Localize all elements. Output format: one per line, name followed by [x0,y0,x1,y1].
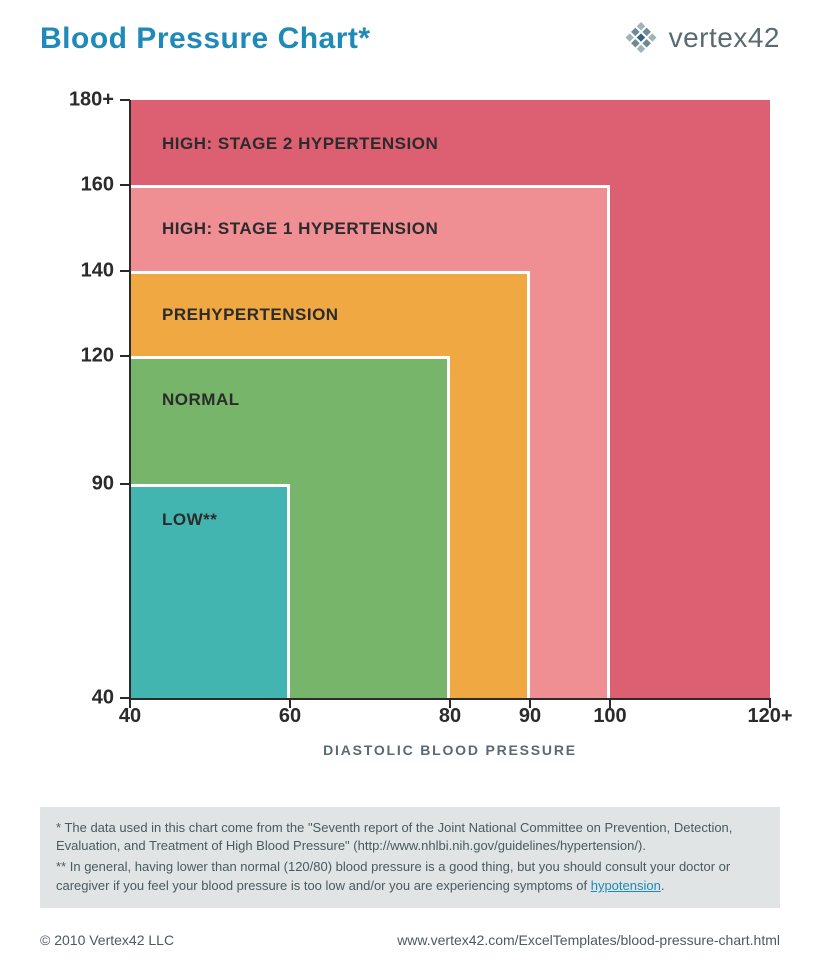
y-tick-180: 180+ [40,89,120,112]
x-tick-90: 90 [519,705,541,728]
x-tick-60: 60 [279,705,301,728]
x-axis-label: DIASTOLIC BLOOD PRESSURE [130,742,770,758]
source-url: www.vertex42.com/ExcelTemplates/blood-pr… [397,932,780,948]
footnote-2: ** In general, having lower than normal … [56,858,764,896]
zone-label-normal: NORMAL [162,390,240,410]
footnote-box: * The data used in this chart come from … [40,807,780,908]
y-tick-40: 40 [40,687,120,710]
bp-chart: SYSTOLIC BLOOD PRESSURE DIASTOLIC BLOOD … [40,90,780,778]
logo-text: vertex42 [669,22,780,54]
vertex42-logo: vertex42 [621,18,780,58]
y-tick-90: 90 [40,473,120,496]
y-tick-120: 120 [40,345,120,368]
zone-label-prehyp: PREHYPERTENSION [162,305,339,325]
zone-label-stage2: HIGH: STAGE 2 HYPERTENSION [162,134,438,154]
zone-label-low: LOW** [162,510,217,530]
logo-diamond-icon [621,18,661,58]
copyright: © 2010 Vertex42 LLC [40,932,174,948]
zone-label-stage1: HIGH: STAGE 1 HYPERTENSION [162,219,438,239]
x-tick-120: 120+ [747,705,792,728]
x-tick-40: 40 [119,705,141,728]
x-tick-80: 80 [439,705,461,728]
plot-area: HIGH: STAGE 2 HYPERTENSION HIGH: STAGE 1 … [130,100,770,698]
y-tick-160: 160 [40,174,120,197]
y-tick-140: 140 [40,259,120,282]
footnote-1: * The data used in this chart come from … [56,819,764,857]
hypotension-link[interactable]: hypotension [591,878,661,893]
x-tick-100: 100 [593,705,626,728]
